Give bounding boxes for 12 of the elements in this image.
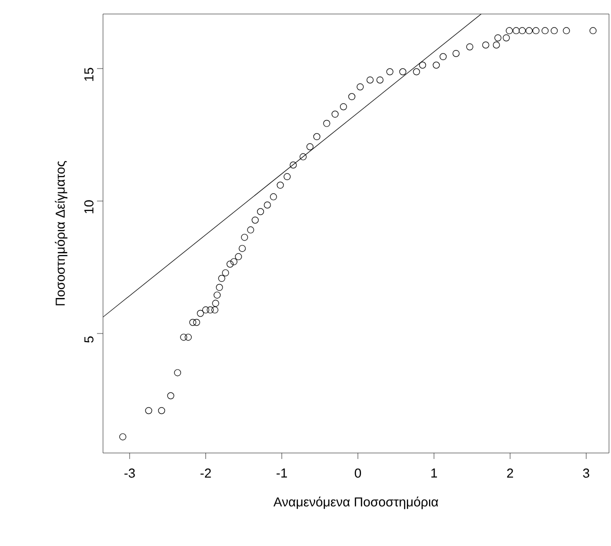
- x-tick-label: 1: [431, 468, 437, 478]
- x-tick-label: 3: [583, 468, 590, 478]
- y-tick-label: 10: [84, 200, 94, 214]
- x-tick-label: 2: [507, 468, 514, 478]
- x-axis-title: Αναμενόμενα Ποσοστημόρια: [273, 496, 438, 510]
- y-axis-title: Ποσοστημόρια Δείγματος: [54, 161, 68, 306]
- x-tick-label: 0: [354, 468, 362, 478]
- x-tick-label: -3: [124, 468, 135, 478]
- x-tick-label: -1: [276, 468, 287, 478]
- x-tick-label: -2: [200, 468, 211, 478]
- y-tick-label: 5: [84, 336, 94, 343]
- y-tick-label: 15: [84, 68, 94, 81]
